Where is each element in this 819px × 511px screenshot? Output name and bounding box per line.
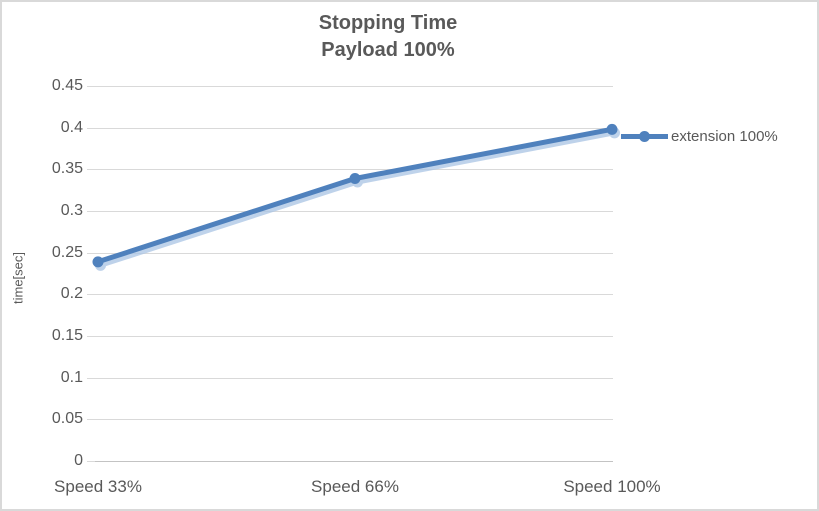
gridline	[95, 86, 613, 87]
y-tick	[87, 419, 95, 420]
y-tick	[87, 128, 95, 129]
y-tick-label: 0.05	[51, 410, 83, 427]
gridline	[95, 169, 613, 170]
gridline	[95, 128, 613, 129]
data-point-marker-shadow	[352, 176, 363, 188]
chart-title: Stopping Time Payload 100%	[2, 10, 774, 64]
legend: extension 100%	[621, 128, 778, 145]
gridline	[95, 336, 613, 337]
y-tick	[87, 336, 95, 337]
legend-label: extension 100%	[671, 128, 778, 145]
y-axis-title: time[sec]	[10, 251, 26, 305]
gridline	[95, 419, 613, 420]
data-point-marker-shadow	[95, 259, 106, 271]
y-tick	[87, 211, 95, 212]
chart-title-line1: Stopping Time	[318, 12, 458, 34]
x-category-label: Speed 100%	[563, 477, 661, 496]
gridline	[95, 253, 613, 254]
gridline	[95, 378, 613, 379]
y-tick-label: 0.2	[60, 285, 83, 302]
series-line-shadow	[98, 130, 617, 268]
legend-line-marker-icon	[621, 131, 668, 142]
gridline	[95, 294, 613, 295]
y-tick-label: 0.45	[51, 77, 83, 94]
y-tick	[87, 253, 95, 254]
y-tick-label: 0.25	[51, 244, 83, 261]
chart-title-line2: Payload 100%	[321, 39, 455, 61]
y-tick	[87, 461, 95, 462]
data-point-marker	[349, 173, 361, 184]
legend-dot-icon	[639, 131, 650, 142]
x-category-label: Speed 33%	[54, 477, 142, 496]
y-tick-label: 0.15	[51, 327, 83, 344]
x-axis-line	[95, 461, 613, 462]
y-tick-label: 0.35	[51, 160, 83, 177]
x-category-label: Speed 66%	[311, 477, 399, 496]
y-tick-label: 0.1	[60, 369, 83, 386]
y-tick	[87, 169, 95, 170]
y-tick	[87, 86, 95, 87]
y-tick-label: 0.3	[60, 202, 83, 219]
data-point-marker	[606, 123, 618, 135]
data-point-marker	[92, 256, 104, 268]
y-tick-label: 0	[74, 452, 83, 469]
y-tick-label: 0.4	[60, 119, 83, 136]
y-tick	[87, 378, 95, 379]
y-tick	[87, 294, 95, 295]
gridline	[95, 211, 613, 212]
series-line	[95, 126, 615, 265]
